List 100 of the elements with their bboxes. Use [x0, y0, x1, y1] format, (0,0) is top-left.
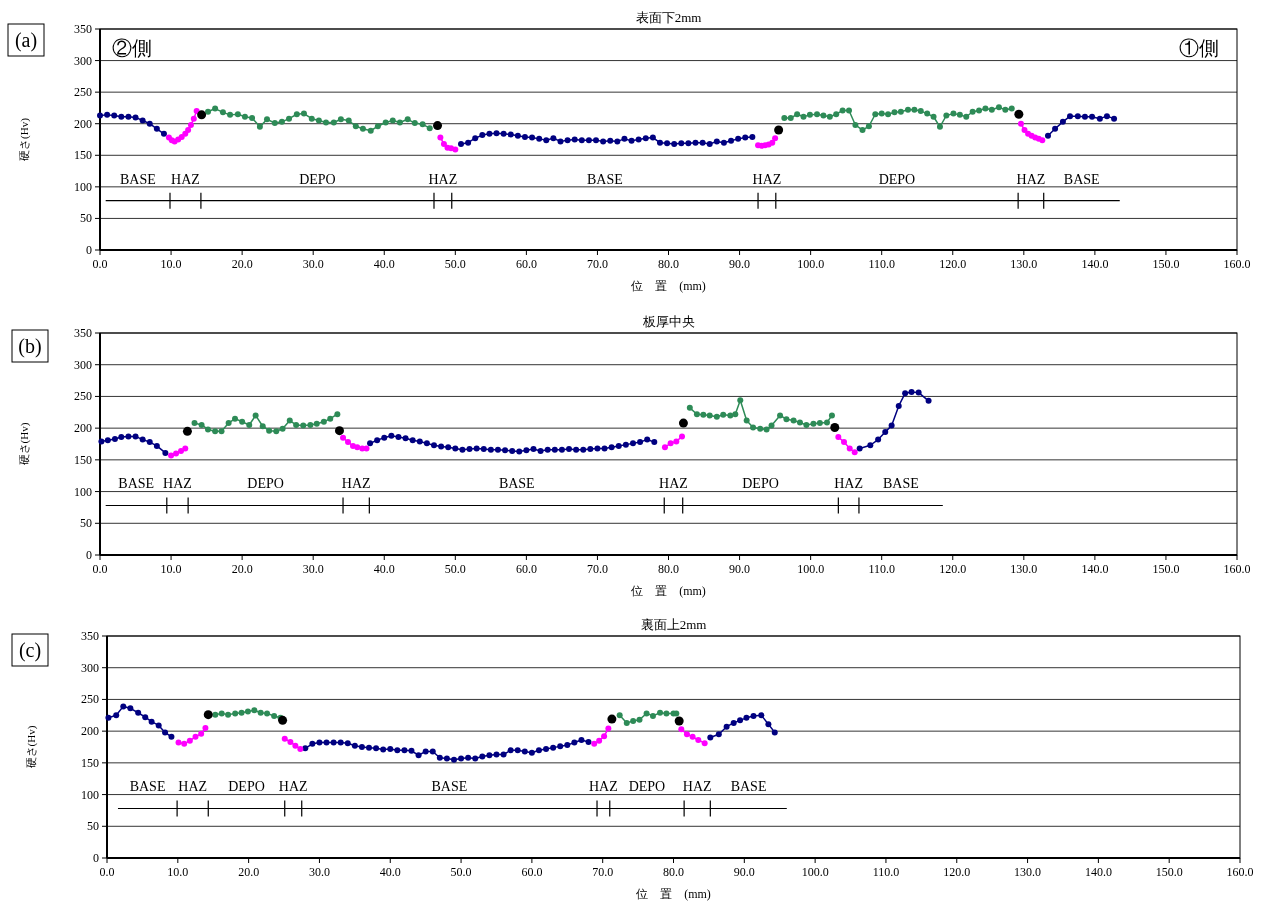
y-tick-label: 300 — [74, 53, 92, 68]
x-tick-label: 30.0 — [308, 865, 330, 879]
y-tick-label: 250 — [74, 85, 92, 100]
text: (a) — [14, 29, 38, 52]
x-tick-label: 20.0 — [231, 257, 253, 271]
x-tick-label: 100.0 — [797, 562, 825, 576]
x-tick-label: 160.0 — [1223, 562, 1251, 576]
y-tick-label: 300 — [81, 660, 99, 675]
x-tick-label: 50.0 — [450, 865, 472, 879]
x-tick-label: 70.0 — [586, 562, 608, 576]
x-tick-label: 0.0 — [92, 562, 108, 576]
annotation: DEPO — [228, 779, 265, 795]
text: (c) — [18, 639, 42, 662]
x-tick-label: 90.0 — [733, 865, 755, 879]
annotation: HAZ — [589, 779, 618, 795]
y-tick-label: 0 — [86, 243, 92, 257]
y-tick-label: 50 — [87, 819, 99, 834]
x-tick-label: 30.0 — [302, 562, 324, 576]
annotation: BASE — [587, 171, 623, 187]
y-tick-label: 100 — [74, 179, 92, 194]
annotation: ①側 — [1179, 37, 1219, 59]
x-tick-label: 90.0 — [729, 562, 751, 576]
chart-title: 裏面上2mm — [640, 617, 707, 632]
annotation: BASE — [730, 779, 767, 795]
annotation: HAZ — [178, 779, 208, 795]
x-tick-label: 110.0 — [868, 257, 895, 271]
annotation: DEPO — [628, 779, 666, 795]
y-tick-label: 150 — [74, 452, 92, 467]
x-tick-label: 0.0 — [92, 257, 108, 271]
x-tick-label: 150.0 — [1152, 257, 1180, 271]
y-axis-title: 硬さ(Hv) — [25, 725, 38, 769]
annotation: HAZ — [682, 779, 712, 795]
x-tick-label: 140.0 — [1084, 865, 1112, 879]
annotation: HAZ — [341, 476, 371, 492]
x-tick-label: 120.0 — [943, 865, 971, 879]
x-tick-label: 80.0 — [658, 562, 679, 576]
y-tick-label: 100 — [74, 484, 92, 499]
annotation: HAZ — [428, 171, 458, 187]
x-tick-label: 150.0 — [1155, 865, 1183, 879]
annotation: ②側 — [112, 37, 152, 59]
y-tick-label: 200 — [74, 116, 92, 131]
x-tick-label: 60.0 — [521, 865, 543, 879]
y-tick-label: 150 — [74, 148, 92, 163]
x-tick-label: 140.0 — [1081, 257, 1109, 271]
annotation: DEPO — [247, 476, 284, 492]
x-tick-label: 100.0 — [801, 865, 829, 879]
y-tick-label: 200 — [81, 724, 99, 739]
y-tick-label: 0 — [86, 548, 92, 562]
y-tick-label: 350 — [81, 629, 99, 643]
annotation: HAZ — [659, 476, 688, 492]
x-tick-label: 10.0 — [167, 865, 189, 879]
x-tick-label: 130.0 — [1010, 257, 1038, 271]
x-tick-label: 70.0 — [586, 257, 608, 271]
x-axis-title: 位 置 (mm) — [631, 584, 706, 598]
annotation: BASE — [882, 476, 919, 492]
y-tick-label: 50 — [80, 211, 92, 226]
annotation: HAZ — [171, 171, 200, 187]
x-tick-label: 0.0 — [99, 865, 115, 879]
x-tick-label: 40.0 — [373, 257, 395, 271]
x-tick-label: 40.0 — [373, 562, 395, 576]
x-tick-label: 110.0 — [868, 562, 895, 576]
y-axis-title: 硬さ(Hv) — [18, 117, 31, 161]
x-tick-label: 130.0 — [1010, 562, 1038, 576]
annotation: BASE — [129, 779, 166, 795]
x-tick-label: 50.0 — [444, 562, 466, 576]
y-tick-label: 250 — [74, 389, 92, 404]
x-tick-label: 140.0 — [1081, 562, 1109, 576]
x-axis-title: 位 置 (mm) — [631, 279, 706, 293]
x-tick-label: 90.0 — [729, 257, 751, 271]
annotation: BASE — [119, 171, 156, 187]
annotation: BASE — [431, 779, 468, 795]
annotation: HAZ — [752, 171, 782, 187]
x-tick-label: 120.0 — [939, 562, 967, 576]
x-tick-label: 160.0 — [1226, 865, 1254, 879]
x-tick-label: 80.0 — [658, 257, 679, 271]
text: (b) — [18, 335, 42, 358]
x-tick-label: 130.0 — [1014, 865, 1042, 879]
annotation: HAZ — [163, 476, 192, 492]
y-tick-label: 200 — [74, 421, 92, 436]
y-tick-label: 300 — [74, 357, 92, 372]
annotation: HAZ — [1016, 171, 1046, 187]
annotation: DEPO — [878, 171, 916, 187]
x-tick-label: 60.0 — [515, 257, 537, 271]
x-tick-label: 160.0 — [1223, 257, 1251, 271]
x-tick-label: 60.0 — [515, 562, 537, 576]
y-tick-label: 100 — [81, 787, 99, 802]
x-tick-label: 100.0 — [797, 257, 825, 271]
chart-title: 板厚中央 — [641, 314, 695, 329]
annotation: BASE — [118, 476, 155, 492]
chart-title: 表面下2mm — [635, 10, 702, 25]
x-tick-label: 40.0 — [379, 865, 401, 879]
annotation: DEPO — [299, 171, 336, 187]
x-tick-label: 10.0 — [160, 257, 182, 271]
x-tick-label: 10.0 — [160, 562, 182, 576]
annotation: BASE — [1063, 171, 1100, 187]
x-axis-title: 位 置 (mm) — [636, 887, 711, 901]
annotation: HAZ — [834, 476, 864, 492]
x-tick-label: 30.0 — [302, 257, 324, 271]
annotation: BASE — [498, 476, 535, 492]
y-tick-label: 150 — [81, 755, 99, 770]
